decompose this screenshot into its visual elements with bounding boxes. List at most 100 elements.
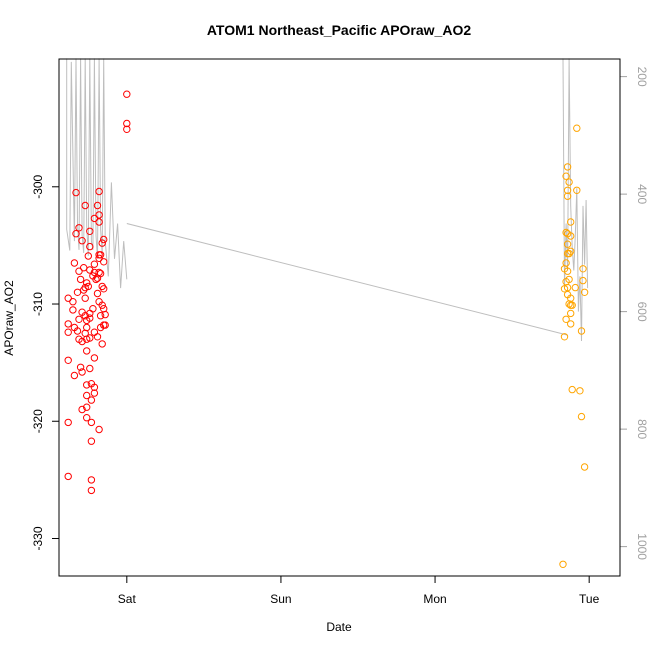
data-point (64, 356, 72, 364)
data-point (100, 285, 108, 293)
data-point (89, 305, 97, 313)
data-point (98, 340, 106, 348)
data-point (95, 268, 103, 277)
data-point (96, 269, 105, 278)
data-point (93, 333, 102, 341)
data-point (95, 187, 103, 196)
data-point (69, 298, 77, 306)
data-point (81, 312, 89, 320)
data-point (84, 252, 93, 260)
data-point (567, 232, 575, 240)
data-point (73, 327, 82, 335)
data-point (123, 90, 131, 98)
data-point (580, 463, 589, 471)
y-tick-label: -320 (31, 409, 45, 433)
data-point (98, 301, 106, 309)
data-point (90, 389, 99, 397)
data-point (96, 312, 105, 320)
data-point (93, 201, 102, 210)
x-axis-label: Date (326, 620, 352, 634)
data-point (577, 327, 586, 335)
data-point (95, 211, 103, 219)
data-point (559, 560, 567, 568)
data-point (83, 347, 91, 355)
data-point (567, 301, 575, 309)
data-point (577, 412, 586, 421)
data-point (123, 119, 131, 128)
data-point (567, 309, 575, 318)
data-point (568, 385, 576, 394)
data-point (81, 201, 89, 210)
x-tick-label: Sat (118, 592, 137, 606)
data-point (75, 267, 83, 275)
scatter-points (64, 90, 589, 568)
data-point (563, 240, 572, 248)
data-point (64, 328, 72, 336)
y2-tick-label: 200 (635, 67, 649, 87)
data-point (78, 337, 86, 346)
data-point (565, 249, 573, 258)
data-point (87, 486, 96, 495)
data-point (90, 260, 99, 268)
data-point (573, 186, 581, 195)
y-axis-label: APOraw_AO2 (2, 280, 16, 356)
data-point (70, 371, 79, 380)
data-point (75, 224, 83, 232)
data-point (563, 283, 572, 292)
data-point (86, 334, 94, 342)
data-point (123, 125, 131, 134)
data-point (80, 264, 88, 272)
data-point (83, 403, 91, 411)
data-point (568, 301, 576, 309)
data-point (83, 381, 91, 389)
data-point (562, 315, 570, 323)
data-point (101, 310, 109, 319)
y-tick-label: -300 (31, 174, 45, 198)
data-point (86, 242, 94, 251)
data-point (83, 279, 91, 287)
data-point (567, 218, 575, 226)
data-point (571, 283, 579, 292)
data-point (64, 418, 72, 427)
data-point (83, 323, 91, 332)
data-point (86, 314, 94, 322)
x-tick-label: Sun (270, 592, 291, 606)
data-point (563, 192, 572, 200)
data-point (72, 230, 80, 238)
data-point (563, 186, 572, 195)
data-point (64, 320, 72, 328)
y-tick-label: -310 (31, 292, 45, 316)
axes: Sat Sun Mon Tue -330 -320 -310 -300 200 400 600 800… (31, 67, 649, 606)
data-point (562, 172, 570, 180)
data-point (90, 354, 99, 362)
line-segment (66, 58, 128, 289)
data-point (73, 288, 82, 296)
x-tick-label: Mon (423, 592, 446, 606)
data-point (565, 178, 573, 186)
data-point (86, 227, 94, 236)
data-point (98, 239, 106, 247)
data-point (563, 267, 572, 275)
plot-frame (58, 58, 621, 577)
data-point (573, 124, 581, 132)
data-point (565, 275, 573, 284)
data-point (90, 328, 99, 336)
data-point (100, 235, 108, 244)
y2-tick-label: 800 (635, 419, 649, 439)
data-point (576, 387, 584, 395)
data-point (83, 391, 91, 400)
x-tick-label: Tue (579, 592, 600, 606)
chart-title: ATOM1 Northeast_Pacific APOraw_AO2 (207, 22, 471, 38)
data-point (76, 363, 85, 371)
data-point (76, 275, 85, 284)
data-point (100, 258, 108, 266)
y2-tick-label: 400 (635, 184, 649, 204)
data-point (86, 364, 94, 373)
data-point (567, 247, 575, 256)
data-point (95, 218, 103, 226)
data-point (69, 306, 77, 314)
data-point (101, 321, 109, 329)
data-point (580, 288, 589, 296)
y2-tick-label: 600 (635, 302, 649, 322)
